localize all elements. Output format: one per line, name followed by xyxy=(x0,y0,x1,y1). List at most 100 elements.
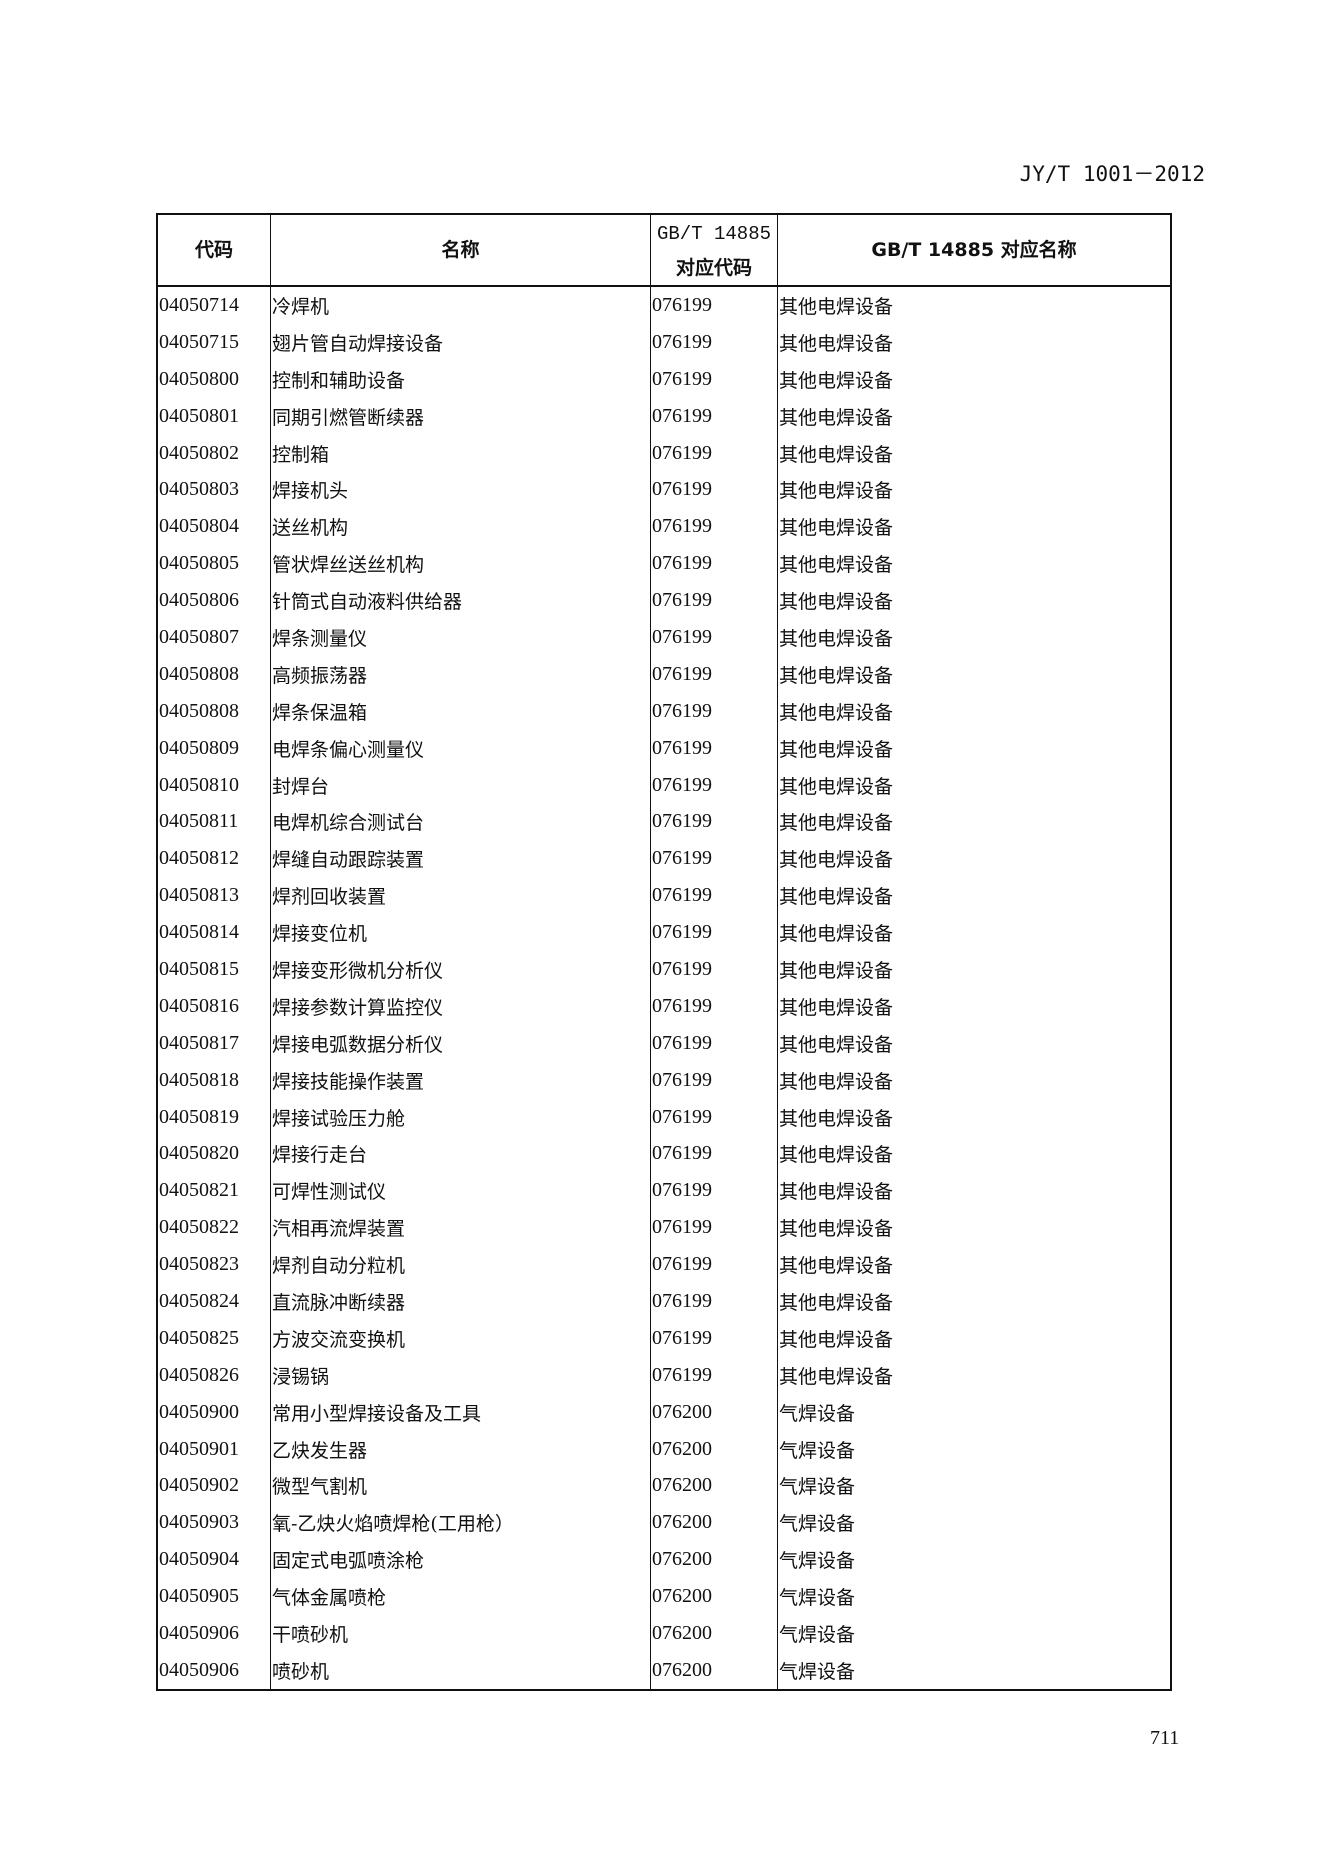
cell-gb-code: 076199 xyxy=(650,434,778,472)
cell-gb-code: 076199 xyxy=(650,803,778,841)
cell-name: 焊接变形微机分析仪 xyxy=(270,951,651,988)
cell-gb-code: 076199 xyxy=(650,1135,778,1173)
cell-gb-code: 076199 xyxy=(650,1283,778,1320)
cell-gb-name: 其他电焊设备 xyxy=(777,1098,1172,1136)
cell-gb-code: 076199 xyxy=(650,397,778,435)
cell-code: 04050804 xyxy=(156,508,271,546)
cell-name: 送丝机构 xyxy=(270,508,651,546)
cell-code: 04050801 xyxy=(156,397,271,435)
cell-name: 同期引燃管断续器 xyxy=(270,397,651,435)
table-row: 04050808 焊条保温箱 076199 其他电焊设备 xyxy=(156,692,1172,730)
cell-gb-code: 076199 xyxy=(650,1356,778,1394)
cell-gb-name: 其他电焊设备 xyxy=(777,360,1172,398)
table-row: 04050901 乙炔发生器 076200 气焊设备 xyxy=(156,1430,1172,1468)
cell-gb-code: 076200 xyxy=(650,1541,778,1579)
cell-gb-name: 其他电焊设备 xyxy=(777,877,1172,915)
gb-code-header-line1: GB/T 14885 xyxy=(656,222,772,245)
cell-gb-name: 其他电焊设备 xyxy=(777,1135,1172,1173)
cell-gb-name: 其他电焊设备 xyxy=(777,1356,1172,1394)
cell-gb-code: 076200 xyxy=(650,1467,778,1505)
table-row: 04050808 高频振荡器 076199 其他电焊设备 xyxy=(156,655,1172,693)
table-row: 04050819 焊接试验压力舱 076199 其他电焊设备 xyxy=(156,1098,1172,1136)
cell-name: 管状焊丝送丝机构 xyxy=(270,545,651,583)
cell-code: 04050821 xyxy=(156,1172,271,1210)
cell-gb-name: 其他电焊设备 xyxy=(777,397,1172,435)
table-row: 04050821 可焊性测试仪 076199 其他电焊设备 xyxy=(156,1172,1172,1210)
cell-name: 翅片管自动焊接设备 xyxy=(270,323,651,361)
cell-name: 焊剂回收装置 xyxy=(270,877,651,915)
cell-name: 封焊台 xyxy=(270,766,651,804)
cell-code: 04050810 xyxy=(156,766,271,804)
cell-gb-name: 气焊设备 xyxy=(777,1615,1172,1652)
table-row: 04050825 方波交流变换机 076199 其他电焊设备 xyxy=(156,1319,1172,1357)
code-table: 代码 名称 GB/T 14885 对应代码 GB/T 14885 对应名称 040… xyxy=(156,213,1172,1691)
cell-gb-code: 076199 xyxy=(650,508,778,546)
cell-name: 焊接技能操作装置 xyxy=(270,1061,651,1099)
cell-code: 04050823 xyxy=(156,1246,271,1284)
table-row: 04050805 管状焊丝送丝机构 076199 其他电焊设备 xyxy=(156,545,1172,583)
cell-gb-name: 气焊设备 xyxy=(777,1541,1172,1579)
cell-gb-name: 其他电焊设备 xyxy=(777,1283,1172,1320)
cell-gb-code: 076200 xyxy=(650,1504,778,1542)
table-header-row: 代码 名称 GB/T 14885 对应代码 GB/T 14885 对应名称 xyxy=(156,213,1172,287)
table-row: 04050715 翅片管自动焊接设备 076199 其他电焊设备 xyxy=(156,323,1172,361)
cell-name: 焊条测量仪 xyxy=(270,619,651,656)
table-row: 04050814 焊接变位机 076199 其他电焊设备 xyxy=(156,914,1172,952)
table-row: 04050804 送丝机构 076199 其他电焊设备 xyxy=(156,508,1172,546)
table-row: 04050906 喷砂机 076200 气焊设备 xyxy=(156,1651,1172,1690)
cell-name: 氧-乙炔火焰喷焊枪(工用枪） xyxy=(270,1504,651,1542)
cell-code: 04050802 xyxy=(156,434,271,472)
cell-gb-name: 其他电焊设备 xyxy=(777,545,1172,583)
cell-gb-name: 其他电焊设备 xyxy=(777,951,1172,988)
cell-gb-name: 其他电焊设备 xyxy=(777,1024,1172,1062)
cell-name: 高频振荡器 xyxy=(270,655,651,693)
cell-code: 04050814 xyxy=(156,914,271,952)
cell-name: 焊接变位机 xyxy=(270,914,651,952)
cell-code: 04050816 xyxy=(156,987,271,1025)
cell-code: 04050715 xyxy=(156,323,271,361)
table-row: 04050815 焊接变形微机分析仪 076199 其他电焊设备 xyxy=(156,951,1172,988)
cell-gb-name: 其他电焊设备 xyxy=(777,1172,1172,1210)
cell-code: 04050811 xyxy=(156,803,271,841)
cell-gb-code: 076199 xyxy=(650,360,778,398)
cell-name: 焊接参数计算监控仪 xyxy=(270,987,651,1025)
cell-code: 04050817 xyxy=(156,1024,271,1062)
cell-name: 干喷砂机 xyxy=(270,1615,651,1652)
cell-gb-code: 076199 xyxy=(650,877,778,915)
cell-gb-code: 076199 xyxy=(650,914,778,952)
cell-code: 04050806 xyxy=(156,582,271,620)
table-row: 04050902 微型气割机 076200 气焊设备 xyxy=(156,1467,1172,1505)
cell-gb-code: 076199 xyxy=(650,840,778,878)
table-row: 04050800 控制和辅助设备 076199 其他电焊设备 xyxy=(156,360,1172,398)
table-row: 04050801 同期引燃管断续器 076199 其他电焊设备 xyxy=(156,397,1172,435)
cell-name: 固定式电弧喷涂枪 xyxy=(270,1541,651,1579)
cell-gb-code: 076200 xyxy=(650,1615,778,1652)
cell-gb-code: 076199 xyxy=(650,619,778,656)
cell-gb-name: 气焊设备 xyxy=(777,1651,1172,1690)
cell-code: 04050800 xyxy=(156,360,271,398)
table-row: 04050905 气体金属喷枪 076200 气焊设备 xyxy=(156,1578,1172,1616)
cell-gb-code: 076199 xyxy=(650,286,778,324)
cell-gb-code: 076199 xyxy=(650,987,778,1025)
cell-gb-name: 气焊设备 xyxy=(777,1393,1172,1431)
cell-code: 04050714 xyxy=(156,286,271,324)
cell-gb-code: 076199 xyxy=(650,1172,778,1210)
page-number: 711 xyxy=(1150,1727,1180,1749)
cell-gb-code: 076199 xyxy=(650,692,778,730)
cell-gb-code: 076199 xyxy=(650,545,778,583)
gb-code-header-line2: 对应代码 xyxy=(675,256,752,279)
table-row: 04050806 针筒式自动液料供给器 076199 其他电焊设备 xyxy=(156,582,1172,620)
cell-name: 电焊条偏心测量仪 xyxy=(270,729,651,767)
column-header-gb-code: GB/T 14885 对应代码 xyxy=(650,213,778,287)
cell-name: 方波交流变换机 xyxy=(270,1319,651,1357)
cell-name: 汽相再流焊装置 xyxy=(270,1209,651,1247)
cell-gb-name: 其他电焊设备 xyxy=(777,987,1172,1025)
cell-name: 常用小型焊接设备及工具 xyxy=(270,1393,651,1431)
cell-gb-code: 076200 xyxy=(650,1393,778,1431)
standard-number: JY/T 1001－2012 xyxy=(1019,162,1205,186)
cell-gb-name: 其他电焊设备 xyxy=(777,914,1172,952)
cell-name: 焊接行走台 xyxy=(270,1135,651,1173)
cell-gb-name: 其他电焊设备 xyxy=(777,729,1172,767)
column-header-gb-name: GB/T 14885 对应名称 xyxy=(777,213,1172,287)
cell-gb-code: 076199 xyxy=(650,1024,778,1062)
